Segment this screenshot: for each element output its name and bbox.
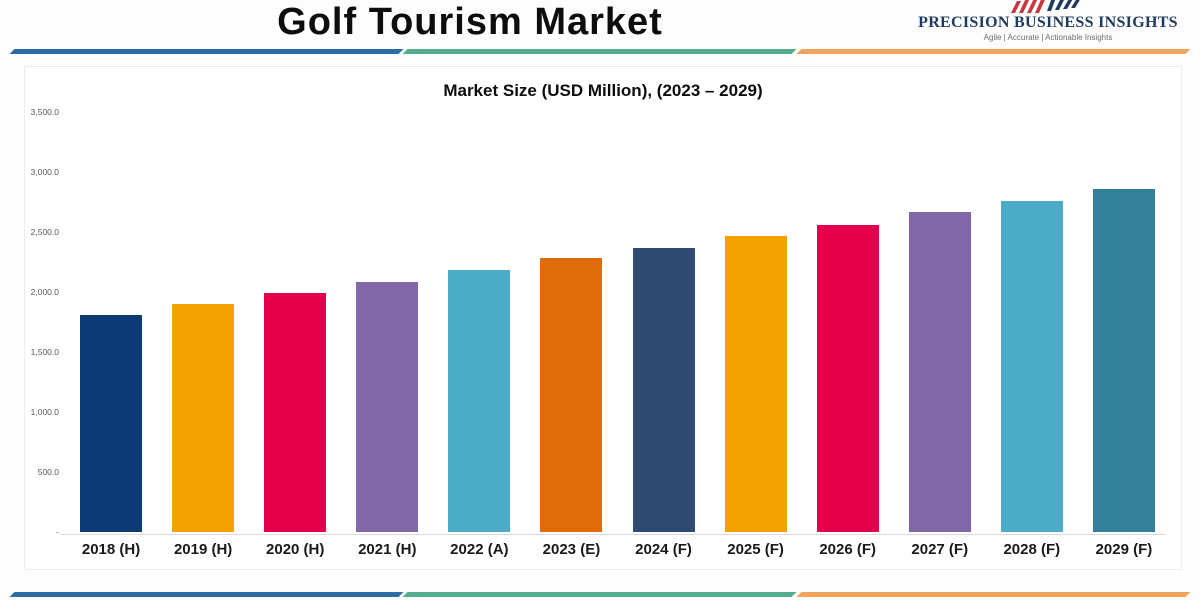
bar-slot [525,258,617,532]
brand-logo: PRECISION BUSINESS INSIGHTS Agile | Accu… [908,0,1188,42]
x-axis-label: 2029 (F) [1095,541,1153,558]
bar-2022 [448,270,511,532]
page-title: Golf Tourism Market [277,1,663,43]
xlabels-row: 2018 (H) 2019 (H) 2020 (H) 2021 (H) 2022 (A)… [65,541,1170,558]
bar-2027 [908,212,971,532]
bar-slot [65,314,157,532]
x-axis-label: 2027 (F) [911,541,969,558]
bar-slot [617,247,709,532]
brand-name: PRECISION BUSINESS INSIGHTS [918,14,1178,31]
header-divider [9,49,1191,54]
brand-tagline: Agile | Accurate | Actionable Insights [983,33,1113,42]
x-axis-label: 2023 (E) [542,541,601,558]
divider-segment-blue [9,592,404,597]
x-axis-label: 2021 (H) [358,541,417,558]
x-axis-label: 2025 (F) [727,541,784,558]
bar-2024 [632,247,695,532]
bar-2021 [356,282,419,532]
divider-segment-blue [9,49,404,54]
y-axis-tick-label: 1,500.0 [30,347,59,357]
divider-segment-orange [796,592,1191,597]
y-axis-tick-label: 3,000.0 [30,167,59,177]
bar-2020 [264,293,327,532]
y-axis-tick-label: - [56,527,59,537]
x-axis-label: 2019 (H) [173,541,233,558]
y-axis-ticks: 3,500.0 3,000.0 2,500.0 2,000.0 1,500.0 1,000… [25,67,59,537]
bar-slot [1078,189,1170,532]
x-axis-label: 2022 (A) [450,541,509,558]
y-axis-tick-label: 3,500.0 [30,107,59,117]
bars-row [65,189,1170,532]
bar-2023 [540,258,603,532]
bar-slot [986,200,1078,532]
footer-divider [9,592,1191,597]
chart-title: Market Size (USD Million), (2023 – 2029) [443,81,763,100]
y-axis-tick-label: 2,500.0 [30,227,59,237]
divider-segment-orange [796,49,1191,54]
bar-slot [341,282,433,532]
y-axis-tick-label: 500.0 [37,467,59,477]
bar-2028 [1000,200,1063,532]
bar-slot [802,224,894,532]
bar-slot [710,236,802,532]
x-axis-label: 2020 (H) [266,541,325,558]
y-axis-tick-label: 1,000.0 [30,407,59,417]
bar-slot [433,270,525,532]
y-axis-tick-label: 2,000.0 [30,287,59,297]
chart-panel: Market Size (USD Million), (2023 – 2029)… [24,66,1182,570]
bar-2026 [816,224,879,532]
x-axis-label: 2026 (F) [819,541,877,558]
bar-slot [249,293,341,532]
divider-segment-green [402,592,798,597]
x-axis-label: 2028 (F) [1003,541,1061,558]
bar-2025 [724,236,787,532]
bar-2029 [1092,189,1155,532]
x-axis-line [61,534,1166,535]
bar-2019 [172,304,235,532]
bar-2018 [80,314,143,532]
bar-slot [894,212,986,532]
divider-segment-green [402,49,798,54]
handshake-icon [908,0,1188,13]
x-axis-label: 2024 (F) [635,541,692,558]
bar-slot [157,304,249,532]
x-axis-label: 2018 (H) [81,541,141,558]
